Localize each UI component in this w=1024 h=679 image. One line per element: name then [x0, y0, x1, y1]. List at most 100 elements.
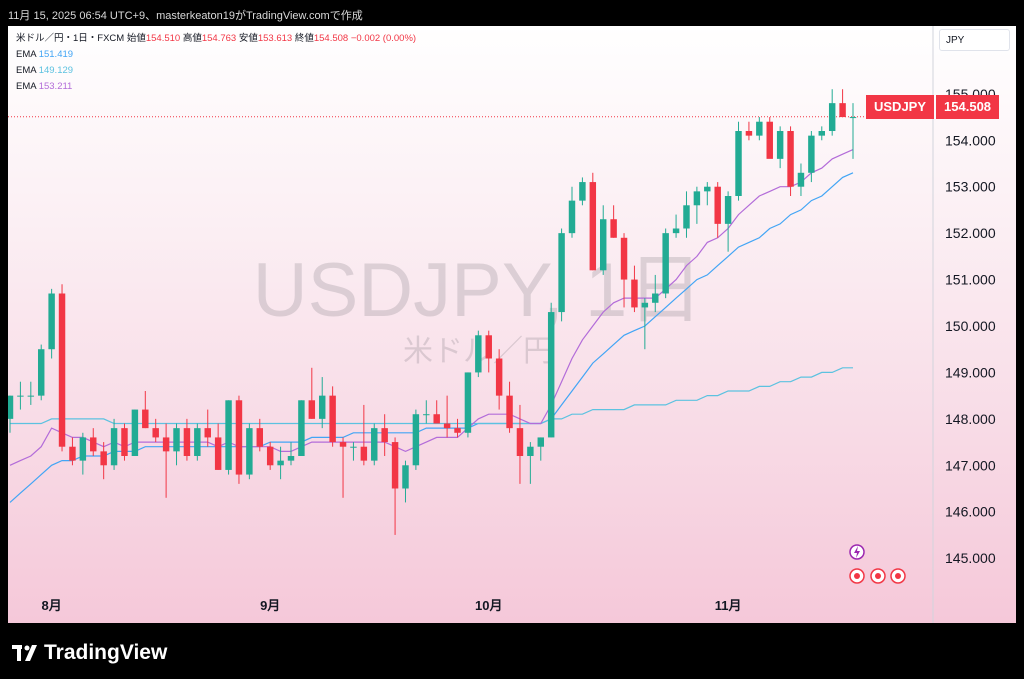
currency-button[interactable]: JPY: [939, 29, 1010, 51]
candle-body: [402, 465, 409, 489]
ohlc-line: 米ドル／円・1日・FXCM 始値154.510 高値154.763 安値153.…: [16, 31, 416, 47]
x-tick-label: 11月: [715, 598, 742, 613]
legend: 米ドル／円・1日・FXCM 始値154.510 高値154.763 安値153.…: [16, 31, 416, 95]
candle-body: [610, 219, 617, 238]
candle-body: [464, 372, 472, 433]
candle-body: [152, 428, 159, 438]
y-tick-label: 147.000: [945, 457, 996, 473]
candle-body: [787, 131, 794, 187]
candle-body: [162, 437, 170, 452]
y-tick-label: 154.000: [945, 132, 996, 148]
chart-caption: 11月 15, 2025 06:54 UTC+9、masterkeaton19が…: [0, 0, 1024, 26]
ema-line-3: [9, 149, 854, 466]
change-value: −0.002 (0.00%): [350, 33, 417, 44]
candle-body: [173, 428, 180, 452]
candle-body: [433, 414, 440, 424]
event-flag-dot: [875, 573, 881, 579]
candle-body: [412, 414, 420, 466]
candle-body: [756, 121, 763, 136]
candle-body: [495, 358, 503, 396]
candle-body: [745, 131, 753, 136]
last-price-tag: USDJPY 154.508: [866, 95, 1000, 119]
candle-body: [537, 437, 545, 447]
high-label: 高値: [182, 33, 202, 44]
candle-body: [683, 205, 690, 229]
chart-panel[interactable]: USDJPY, 1日米ドル／円145.000146.000147.000148.…: [8, 26, 1016, 623]
candle-body: [308, 400, 316, 419]
candle-body: [183, 428, 191, 456]
candle-body: [579, 182, 586, 201]
ema-value-2: 149.129: [38, 65, 74, 76]
candle-body: [266, 446, 274, 466]
candle-body: [27, 395, 35, 397]
candle-body: [797, 172, 805, 187]
x-tick-label: 10月: [475, 598, 502, 613]
candle-body: [714, 186, 721, 224]
candle-body: [631, 279, 638, 308]
price-tag-symbol: USDJPY: [866, 95, 935, 119]
y-tick-label: 149.000: [945, 364, 996, 380]
y-tick-label: 146.000: [945, 504, 996, 520]
candle-body: [558, 233, 565, 313]
candle-body: [589, 182, 597, 271]
candle-body: [527, 446, 534, 456]
x-tick-label: 8月: [42, 598, 62, 613]
ema-row-3[interactable]: EMA 153.211: [16, 79, 416, 95]
y-tick-label: 145.000: [945, 550, 996, 566]
candle-body: [360, 446, 368, 461]
ema-line-1: [9, 172, 854, 503]
candle-body: [547, 312, 555, 438]
candle-body: [100, 451, 107, 466]
tradingview-logo[interactable]: TradingView: [12, 641, 167, 665]
candle-body: [329, 395, 336, 443]
candle-body: [298, 400, 305, 456]
y-tick-label: 153.000: [945, 179, 996, 195]
low-value: 153.613: [257, 33, 293, 44]
candle-body: [37, 349, 45, 396]
candle-body: [735, 131, 742, 196]
candle-body: [672, 228, 680, 234]
candle-body: [90, 437, 97, 452]
ema-row-1[interactable]: EMA 151.419: [16, 47, 416, 63]
candle-body: [69, 446, 76, 461]
candle-body: [839, 103, 846, 118]
candle-body: [443, 423, 451, 429]
candle-body: [339, 442, 347, 447]
candle-body: [423, 414, 430, 416]
candle-body: [194, 428, 201, 456]
candle-body: [287, 456, 295, 461]
tradingview-logo-icon: [12, 645, 37, 661]
candle-body: [724, 196, 732, 224]
candle-body: [818, 131, 826, 136]
candle-body: [235, 400, 243, 475]
candle-body: [8, 395, 14, 419]
event-flag-dot: [854, 573, 860, 579]
price-chart[interactable]: USDJPY, 1日米ドル／円145.000146.000147.000148.…: [8, 26, 1016, 623]
ema-row-2[interactable]: EMA 149.129: [16, 63, 416, 79]
candle-body: [454, 428, 461, 433]
candle-body: [48, 293, 55, 350]
candle-body: [620, 237, 628, 280]
candle-body: [214, 437, 222, 470]
candle-body: [131, 409, 139, 456]
candle-body: [766, 121, 773, 159]
candle-body: [381, 428, 388, 443]
close-label: 終値: [294, 33, 314, 44]
open-label: 始値: [126, 33, 146, 44]
ema-value-1: 151.419: [38, 49, 74, 60]
brand-name: TradingView: [44, 641, 168, 664]
y-tick-label: 150.000: [945, 318, 996, 334]
symbol-line-prefix: 米ドル／円・1日・FXCM: [16, 33, 125, 44]
candle-body: [599, 219, 607, 271]
caption-text: 11月 15, 2025 06:54 UTC+9、masterkeaton19が…: [8, 10, 363, 22]
lightning-glyph: [854, 546, 860, 558]
event-flag-dot: [895, 573, 901, 579]
candle-body: [568, 200, 576, 234]
candle-body: [110, 428, 118, 466]
candle-body: [277, 460, 284, 466]
candle-body: [225, 400, 232, 470]
candle-body: [371, 428, 378, 461]
candle-body: [318, 395, 326, 419]
ema-label-2: EMA: [16, 65, 37, 76]
candle-body: [475, 335, 482, 373]
